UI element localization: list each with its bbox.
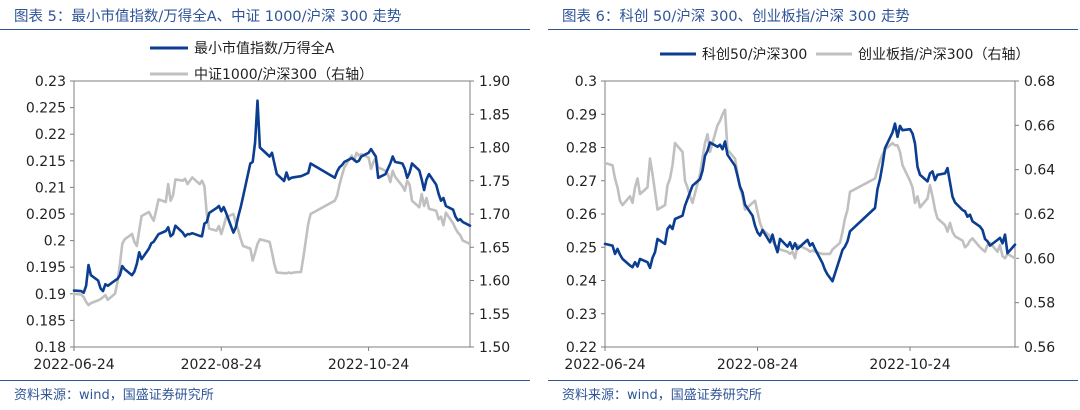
y-right-tick-label: 1.80 bbox=[479, 141, 510, 157]
y-left-tick-label: 0.19 bbox=[35, 287, 66, 303]
chart-right: 0.22 0.23 0.24 0.25 0.26 0.27 0.28 0.29 0.3 0.56 0… bbox=[564, 47, 1055, 373]
x-tick-label: 2022-10-24 bbox=[869, 357, 950, 373]
y-left-tick-label: 0.18 bbox=[35, 340, 66, 356]
y-right-tick-label: 0.68 bbox=[1024, 74, 1055, 90]
legend-item: 最小市值指数/万得全A bbox=[150, 40, 335, 57]
y-right-tick-label: 1.70 bbox=[479, 207, 510, 223]
series-line-1 bbox=[72, 151, 472, 307]
y-right-tick-label: 0.66 bbox=[1024, 118, 1055, 134]
y-left-tick-label: 0.25 bbox=[566, 240, 597, 256]
legend-item: 中证1000/沪深300（右轴） bbox=[150, 67, 373, 83]
y-left-tick-label: 0.22 bbox=[35, 127, 66, 143]
series-line-0 bbox=[603, 122, 1017, 283]
y-right-tick-label: 1.75 bbox=[479, 174, 510, 190]
y-left-tick-label: 0.23 bbox=[35, 74, 66, 90]
legend-label: 中证1000/沪深300（右轴） bbox=[194, 67, 373, 83]
plot-frame bbox=[604, 80, 1016, 348]
y-right-tick-label: 0.60 bbox=[1024, 251, 1055, 267]
y-left-tick-label: 0.195 bbox=[26, 260, 66, 276]
y-right-tick-label: 0.62 bbox=[1024, 207, 1055, 223]
figure-title: 图表 5：最小市值指数/万得全A、中证 1000/沪深 300 走势 bbox=[14, 9, 402, 25]
source-note: 资料来源：wind，国盛证券研究所 bbox=[14, 388, 214, 403]
x-tick-label: 2022-10-24 bbox=[328, 357, 409, 373]
source-note: 资料来源：wind，国盛证券研究所 bbox=[562, 388, 762, 403]
y-left-tick-label: 0.22 bbox=[566, 340, 597, 356]
y-left-tick-label: 0.215 bbox=[26, 154, 66, 170]
y-right-tick-label: 1.60 bbox=[479, 274, 510, 290]
y-right-tick-label: 1.55 bbox=[479, 307, 510, 323]
series-line-0 bbox=[72, 99, 472, 295]
source-rule bbox=[548, 380, 1078, 381]
y-right-tick-label: 0.64 bbox=[1024, 163, 1055, 179]
title-rule bbox=[0, 29, 530, 30]
y-right-tick-label: 1.90 bbox=[479, 74, 510, 90]
title-rule bbox=[548, 29, 1078, 30]
legend-item: 科创50/沪深300 bbox=[660, 47, 807, 63]
figure-title: 图表 6：科创 50/沪深 300、创业板指/沪深 300 走势 bbox=[562, 9, 910, 25]
series-line-1 bbox=[603, 108, 1017, 260]
x-tick-label: 2022-08-24 bbox=[181, 357, 262, 373]
y-left-tick-label: 0.26 bbox=[566, 207, 597, 223]
source-rule bbox=[0, 380, 530, 381]
y-right-tick-label: 0.58 bbox=[1024, 296, 1055, 312]
y-left-tick-label: 0.3 bbox=[575, 74, 597, 90]
x-tick-label: 2022-06-24 bbox=[564, 357, 645, 373]
y-left-tick-label: 0.29 bbox=[566, 107, 597, 123]
y-right-tick-label: 1.50 bbox=[479, 340, 510, 356]
y-left-tick-label: 0.23 bbox=[566, 307, 597, 323]
y-left-tick-label: 0.24 bbox=[566, 274, 597, 290]
y-right-tick-label: 1.85 bbox=[479, 107, 510, 123]
y-right-tick-label: 0.56 bbox=[1024, 340, 1055, 356]
y-left-tick-label: 0.28 bbox=[566, 141, 597, 157]
x-tick-label: 2022-08-24 bbox=[717, 357, 798, 373]
y-left-tick-label: 0.225 bbox=[26, 101, 66, 117]
y-left-tick-label: 0.205 bbox=[26, 207, 66, 223]
figure-panel-right: 图表 6：科创 50/沪深 300、创业板指/沪深 300 走势 0.22 0.2… bbox=[548, 0, 1078, 410]
legend-label: 创业板指/沪深300（右轴） bbox=[858, 47, 1029, 63]
plot-frame bbox=[73, 80, 471, 348]
x-tick-label: 2022-06-24 bbox=[33, 357, 114, 373]
legend-item: 创业板指/沪深300（右轴） bbox=[816, 47, 1029, 63]
legend-label: 科创50/沪深300 bbox=[702, 47, 807, 63]
y-left-tick-label: 0.27 bbox=[566, 174, 597, 190]
y-left-tick-label: 0.21 bbox=[35, 180, 66, 196]
legend-label: 最小市值指数/万得全A bbox=[194, 40, 335, 57]
y-right-tick-label: 1.65 bbox=[479, 240, 510, 256]
y-left-tick-label: 0.185 bbox=[26, 313, 66, 329]
chart-left: 0.18 0.185 0.19 0.195 0.2 0.205 0.21 0.215 0.22 0… bbox=[26, 40, 510, 373]
y-left-tick-label: 0.2 bbox=[44, 234, 66, 250]
figure-panel-left: 图表 5：最小市值指数/万得全A、中证 1000/沪深 300 走势 0.18 0… bbox=[0, 0, 530, 410]
